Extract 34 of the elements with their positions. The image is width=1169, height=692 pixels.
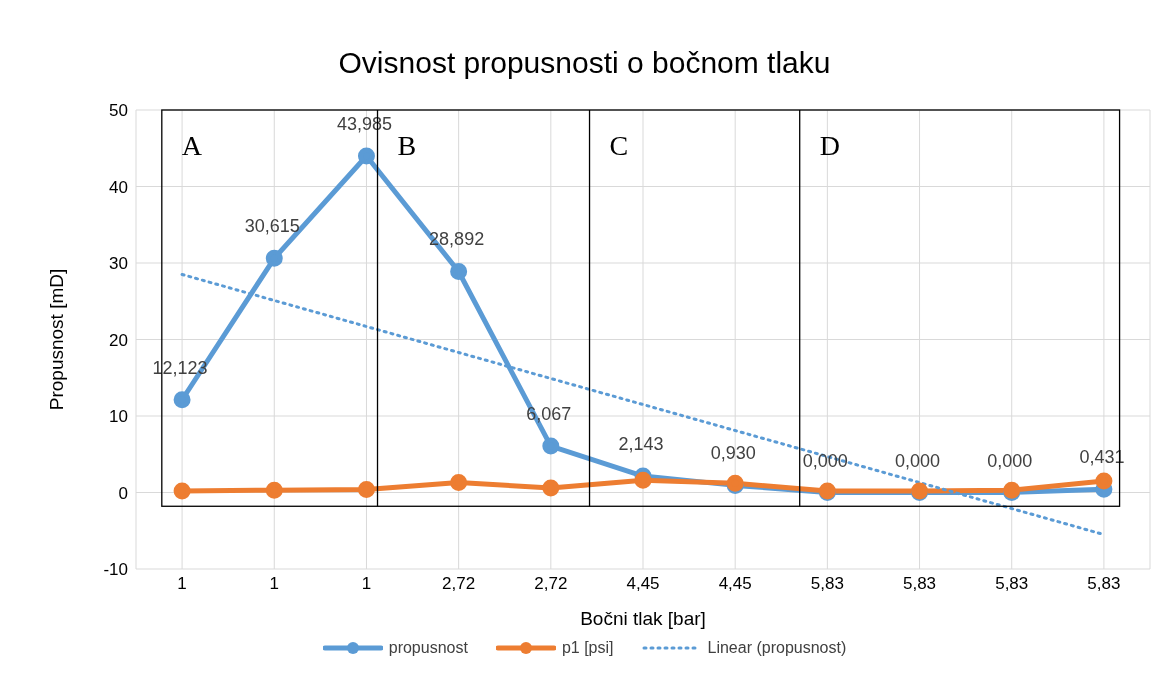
annotation: B bbox=[397, 130, 417, 161]
annotation: A bbox=[181, 130, 203, 161]
annotation: D bbox=[819, 130, 840, 161]
legend-label: propusnost bbox=[388, 639, 468, 657]
x-tick-label: 5,83 bbox=[1087, 574, 1121, 594]
data-label: 0,000 bbox=[895, 450, 941, 471]
x-tick-label: 4,45 bbox=[626, 574, 660, 594]
data-label: 2,143 bbox=[618, 434, 664, 455]
x-axis-title: Bočni tlak [bar] bbox=[580, 608, 706, 629]
y-tick-label: -10 bbox=[103, 560, 128, 580]
x-tick-label: 4,45 bbox=[718, 574, 752, 594]
x-tick-label: 5,83 bbox=[995, 574, 1029, 594]
y-tick-label: 50 bbox=[109, 101, 128, 121]
x-tick-label: 1 bbox=[361, 574, 372, 594]
x-tick-label: 1 bbox=[177, 574, 187, 594]
data-label: 30,615 bbox=[244, 216, 300, 237]
y-tick-label: 10 bbox=[109, 407, 128, 427]
y-tick-label: 0 bbox=[118, 483, 128, 503]
chart-title: Ovisnost propusnosti o bočnom tlaku bbox=[337, 46, 832, 80]
data-label: 0,000 bbox=[802, 450, 848, 471]
legend-label: Linear (propusnost) bbox=[707, 639, 847, 657]
legend-label: p1 [psi] bbox=[561, 639, 614, 657]
x-tick-label: 1 bbox=[269, 574, 280, 594]
annotation: C bbox=[609, 130, 629, 161]
x-tick-label: 5,83 bbox=[903, 574, 937, 594]
data-label: 0,930 bbox=[710, 443, 756, 464]
x-tick-label: 2,72 bbox=[534, 574, 568, 594]
y-tick-label: 30 bbox=[109, 254, 128, 274]
y-axis-title: Propusnost [mD] bbox=[45, 268, 67, 411]
x-tick-label: 2,72 bbox=[442, 574, 476, 594]
y-tick-label: 40 bbox=[109, 177, 128, 197]
y-tick-label: 20 bbox=[109, 330, 128, 350]
x-tick-label: 5,83 bbox=[810, 574, 844, 594]
data-label: 0,000 bbox=[987, 450, 1033, 471]
